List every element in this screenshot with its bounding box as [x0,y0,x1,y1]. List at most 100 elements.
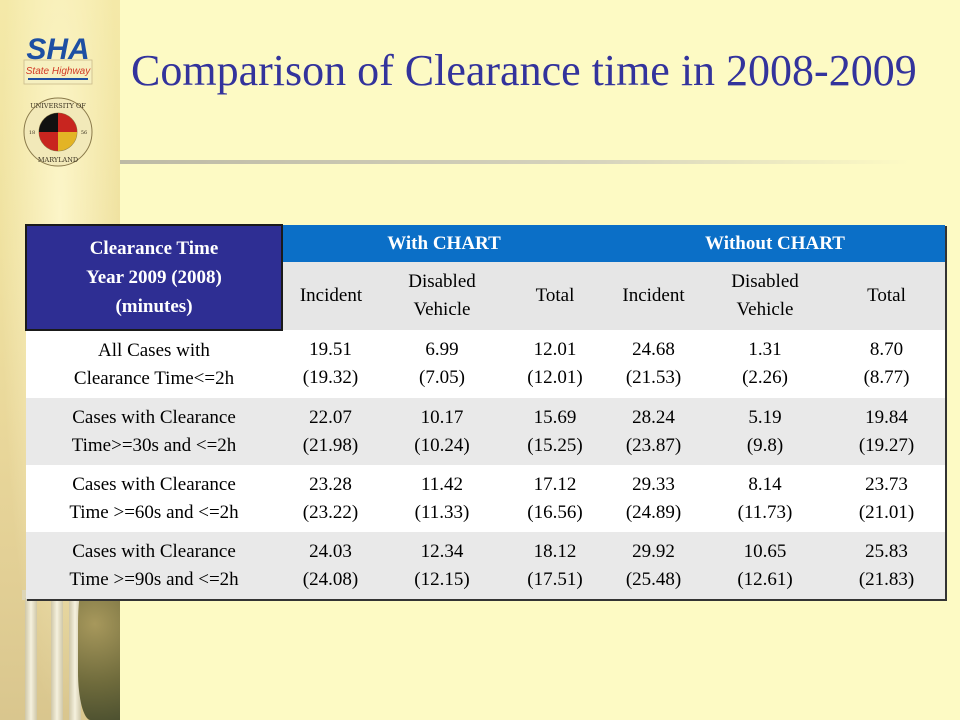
table-row: Cases with Clearance Time >=90s and <=2h 2… [26,532,946,599]
value-2009: 24.68 [632,339,675,360]
row-label-line: All Cases with [98,339,210,361]
value-2008: (7.05) [419,367,465,388]
table-cell: 11.42 (11.33) [379,465,505,532]
value-2009: 18.12 [533,540,577,562]
value-2009: 23.73 [865,473,908,495]
value-2009: 25.83 [865,540,908,562]
value-2008: (21.53) [625,367,682,388]
seal-bottom-text: MARYLAND [38,156,78,164]
value-2009: 23.28 [309,473,352,495]
value-2008: (10.24) [414,434,470,456]
row-label-line: Time >=90s and <=2h [69,568,239,590]
value-2008: (23.87) [625,434,682,456]
value-2008: (21.01) [858,501,915,523]
value-2009: 19.84 [865,406,908,428]
table-cell: 24.68 (21.53) [605,330,703,398]
value-2009: 12.34 [420,540,464,562]
row-label-line: Clearance Time<=2h [73,367,235,389]
row-label-line: Cases with Clearance [72,473,236,495]
value-2009: 11.42 [420,473,464,495]
sha-logo-subtitle: State Highway [26,66,91,77]
row-label-line: Cases with Clearance [72,540,236,562]
table-cell: 19.51 (19.32) [282,330,379,398]
value-2009: 8.70 [869,339,904,360]
corner-header: Clearance Time Year 2009 (2008) (minutes… [25,224,283,331]
value-2008: (19.27) [858,434,915,456]
sub-header: Disabled Vehicle [379,262,505,330]
value-2009: 8.14 [748,473,782,495]
table-cell: 12.01 (12.01) [505,330,606,398]
group-header-without-chart: Without CHART [605,225,946,262]
sub-header: Total [505,262,606,330]
value-2008: (12.15) [414,568,470,590]
value-2009: 12.01 [533,339,577,360]
corner-header-line: (minutes) [115,296,193,317]
value-2009: 5.19 [748,406,782,428]
value-2009: 19.51 [309,339,352,360]
table-cell: 12.34 (12.15) [379,532,505,599]
value-2009: 24.03 [309,540,352,562]
row-label-line: Cases with Clearance [72,406,236,428]
value-2009: 29.92 [632,540,675,562]
value-2008: (24.08) [302,568,359,590]
value-2008: (9.8) [746,434,784,456]
value-2009: 1.31 [748,339,782,360]
table-cell: 23.28 (23.22) [282,465,379,532]
value-2008: (23.22) [302,501,359,523]
table-cell: 19.84 (19.27) [828,398,946,465]
table-cell: 1.31 (2.26) [702,330,829,398]
seal-year-right: 56 [81,130,87,136]
row-label: Cases with Clearance Time>=30s and <=2h [26,398,282,465]
sub-header: Incident [282,262,379,330]
title-divider [120,160,910,164]
table-cell: 8.70 (8.77) [828,330,946,398]
value-2009: 6.99 [425,339,459,360]
table-cell: 15.69 (15.25) [505,398,606,465]
table-cell: 17.12 (16.56) [505,465,606,532]
group-header-with-chart: With CHART [282,225,606,262]
corner-header-line: Year 2009 (2008) [86,267,222,288]
value-2008: (15.25) [527,434,583,456]
table-cell: 5.19 (9.8) [702,398,829,465]
table-cell: 29.92 (25.48) [605,532,703,599]
row-label-line: Time >=60s and <=2h [69,501,239,523]
university-of-maryland-seal-icon: UNIVERSITY OF MARYLAND 18 56 [23,97,93,167]
value-2009: 15.69 [533,406,577,428]
table-row: All Cases with Clearance Time<=2h 19.51 (19… [26,330,946,398]
value-2008: (2.26) [742,367,788,388]
sub-header: Incident [605,262,703,330]
table-cell: 10.65 (12.61) [702,532,829,599]
value-2008: (25.48) [625,568,682,590]
table-cell: 24.03 (24.08) [282,532,379,599]
table-cell: 10.17 (10.24) [379,398,505,465]
row-label: Cases with Clearance Time >=90s and <=2h [26,532,282,599]
seal-top-text: UNIVERSITY OF [30,102,86,110]
table-row: Cases with Clearance Time>=30s and <=2h 22… [26,398,946,465]
table-cell: 28.24 (23.87) [605,398,703,465]
table-cell: 25.83 (21.83) [828,532,946,599]
corner-header-line: Clearance Time [89,238,219,259]
row-label-line: Time>=30s and <=2h [71,434,237,456]
column-image [51,598,63,720]
row-label: All Cases with Clearance Time<=2h [26,330,282,398]
value-2008: (24.89) [625,501,682,523]
sub-header: Total [828,262,946,330]
value-2009: 28.24 [632,406,675,428]
value-2008: (11.33) [414,501,470,523]
table-cell: 6.99 (7.05) [379,330,505,398]
sha-logo-text: SHA [26,33,89,66]
table-cell: 18.12 (17.51) [505,532,606,599]
value-2008: (17.51) [527,568,583,590]
value-2008: (11.73) [737,501,793,523]
value-2008: (12.01) [527,367,583,388]
value-2008: (19.32) [302,367,359,388]
value-2009: 10.65 [743,540,787,562]
value-2009: 17.12 [533,473,577,495]
seal-year-left: 18 [29,130,35,136]
sha-logo-icon: SHA State Highway [23,33,93,85]
value-2008: (21.83) [858,568,915,590]
clearance-time-table: Clearance Time Year 2009 (2008) (minutes… [25,224,946,599]
value-2008: (12.61) [737,568,793,590]
column-image [25,598,37,720]
table-row: Cases with Clearance Time >=60s and <=2h 2… [26,465,946,532]
